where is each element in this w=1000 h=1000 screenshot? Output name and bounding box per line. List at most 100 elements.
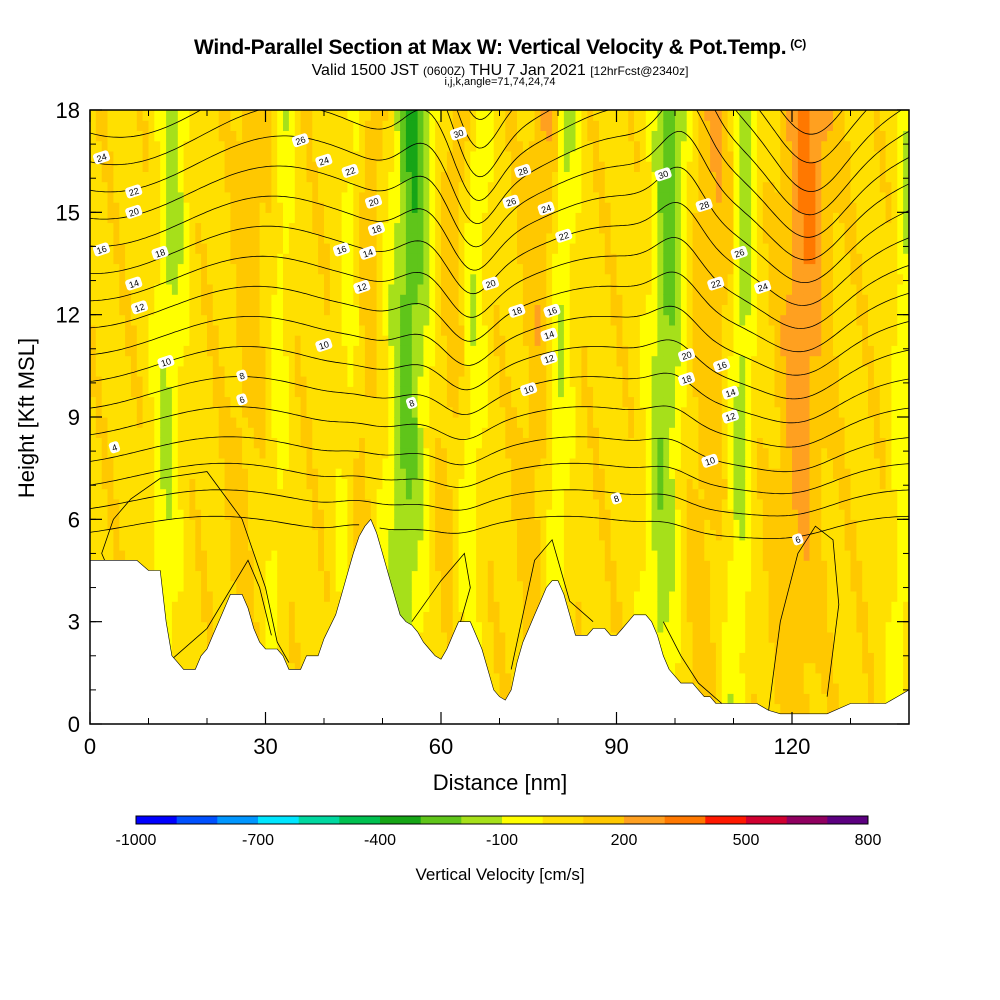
velocity-cell [400, 345, 407, 357]
velocity-cell [540, 130, 547, 142]
velocity-cell [324, 396, 331, 408]
velocity-cell [166, 110, 173, 121]
velocity-cell [95, 294, 103, 305]
velocity-cell [195, 376, 202, 387]
velocity-cell [546, 406, 553, 418]
velocity-cell [370, 355, 378, 367]
velocity-cell [388, 550, 395, 561]
velocity-cell [464, 202, 471, 213]
velocity-cell [113, 263, 120, 275]
velocity-cell [230, 294, 237, 305]
velocity-cell [201, 284, 208, 295]
velocity-cell [242, 284, 249, 295]
velocity-cell [248, 478, 255, 490]
velocity-cell [376, 314, 384, 326]
velocity-cell [558, 263, 565, 275]
velocity-cell [119, 498, 126, 510]
velocity-cell [218, 314, 226, 326]
velocity-cell [271, 519, 278, 531]
velocity-cell [563, 304, 571, 316]
velocity-cell [207, 580, 214, 592]
velocity-cell [154, 345, 161, 357]
velocity-cell [499, 110, 506, 121]
velocity-cell [522, 580, 530, 592]
velocity-cell [253, 232, 261, 244]
velocity-cell [201, 150, 208, 162]
velocity-cell [212, 324, 220, 336]
velocity-cell [481, 243, 489, 254]
velocity-cell [493, 222, 501, 234]
velocity-cell [136, 447, 144, 459]
velocity-cell [563, 222, 571, 234]
velocity-cell [236, 161, 243, 172]
velocity-cell [546, 519, 553, 531]
velocity-cell [441, 631, 448, 643]
velocity-cell [405, 457, 413, 469]
velocity-cell [236, 519, 243, 531]
velocity-cell [481, 591, 489, 602]
velocity-cell [464, 417, 471, 428]
velocity-cell [154, 376, 161, 387]
velocity-cell [540, 376, 547, 387]
velocity-cell [476, 427, 483, 438]
velocity-cell [511, 212, 518, 224]
velocity-cell [125, 181, 132, 193]
velocity-cell [487, 263, 495, 275]
velocity-cell [446, 376, 454, 387]
velocity-cell [335, 222, 343, 234]
velocity-cell [113, 417, 120, 428]
velocity-cell [347, 365, 354, 377]
velocity-cell [563, 191, 571, 203]
velocity-cell [166, 386, 173, 398]
velocity-cell [405, 253, 413, 265]
velocity-cell [277, 560, 284, 572]
velocity-cell [294, 335, 302, 346]
velocity-cell [470, 570, 477, 582]
velocity-cell [528, 509, 536, 520]
velocity-cell [312, 580, 319, 592]
velocity-cell [283, 498, 290, 510]
velocity-cell [364, 468, 372, 479]
velocity-cell [353, 243, 360, 254]
velocity-cell [288, 376, 296, 387]
velocity-cell [253, 243, 261, 254]
velocity-cell [142, 355, 150, 367]
velocity-cell [306, 365, 313, 377]
velocity-cell [546, 120, 553, 131]
velocity-cell [411, 161, 419, 172]
velocity-cell [253, 181, 261, 193]
velocity-cell [277, 335, 284, 346]
velocity-cell [259, 171, 267, 183]
velocity-cell [400, 519, 407, 531]
velocity-cell [271, 386, 278, 398]
velocity-cell [113, 406, 120, 418]
velocity-cell [388, 498, 395, 510]
velocity-cell [446, 140, 454, 152]
velocity-cell [329, 488, 337, 500]
velocity-cell [382, 263, 389, 275]
velocity-cell [148, 273, 155, 285]
chart-title: Wind-Parallel Section at Max W: Vertical… [0, 36, 1000, 60]
velocity-cell [248, 212, 255, 224]
velocity-cell [470, 243, 477, 254]
velocity-cell [306, 376, 313, 387]
velocity-cell [277, 304, 284, 316]
velocity-cell [417, 335, 424, 346]
velocity-cell [394, 222, 401, 234]
velocity-cell [101, 253, 109, 265]
velocity-cell [218, 529, 226, 541]
velocity-cell [207, 447, 214, 459]
velocity-cell [236, 110, 243, 121]
velocity-cell [563, 580, 571, 592]
velocity-cell [540, 570, 547, 582]
velocity-cell [277, 611, 284, 623]
velocity-cell [429, 478, 436, 490]
velocity-cell [142, 273, 150, 285]
velocity-cell [505, 294, 512, 305]
velocity-cell [101, 396, 109, 408]
velocity-cell [242, 550, 249, 561]
velocity-cell [101, 304, 109, 316]
velocity-cell [493, 417, 501, 428]
velocity-cell [248, 365, 255, 377]
velocity-cell [277, 140, 284, 152]
